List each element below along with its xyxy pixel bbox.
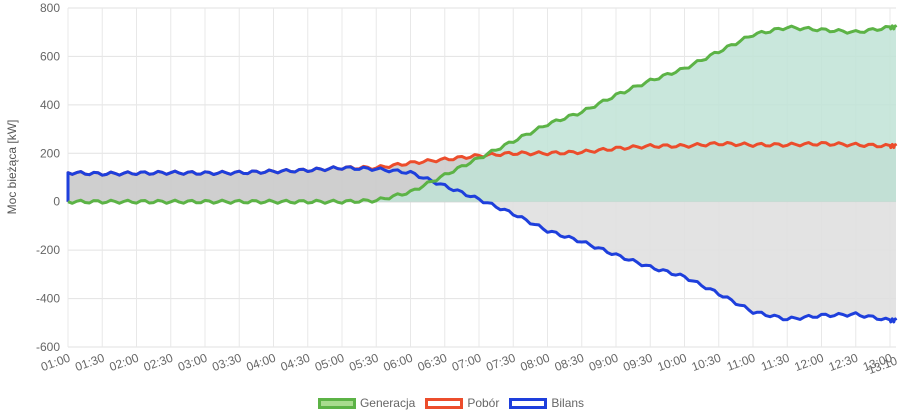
x-tick-label: 04:00	[245, 351, 278, 375]
line-bilans	[66, 165, 898, 324]
x-tick-label: 04:30	[279, 351, 312, 375]
series-lines	[66, 24, 898, 324]
x-tick-label: 12:30	[827, 351, 860, 375]
y-tick-label: 800	[40, 1, 60, 15]
y-axis-label: Moc bieżąca [kW]	[5, 120, 19, 215]
x-tick-label: 09:00	[587, 351, 620, 375]
x-tick-label: 07:00	[450, 351, 483, 375]
x-tick-label: 11:00	[725, 351, 757, 374]
x-tick-label: 01:00	[39, 351, 72, 375]
x-tick-label: 03:00	[176, 351, 209, 375]
x-tick-label: 10:00	[656, 351, 689, 375]
y-tick-label: -600	[36, 340, 60, 354]
x-tick-label: 09:30	[621, 351, 654, 375]
area-bilans	[68, 166, 896, 322]
legend-item-pobór[interactable]: Pobór	[425, 396, 499, 410]
y-tick-label: -200	[36, 243, 60, 257]
legend-item-generacja[interactable]: Generacja	[317, 396, 416, 410]
x-tick-label: 11:30	[759, 351, 791, 374]
x-tick-label: 01:30	[73, 351, 106, 375]
series-areas	[68, 25, 896, 322]
legend-label: Generacja	[359, 396, 416, 410]
line-generacja	[67, 24, 898, 205]
x-tick-label: 06:00	[382, 351, 415, 375]
x-tick-label: 08:30	[553, 351, 586, 375]
x-tick-label: 12:00	[793, 351, 826, 375]
legend-swatch	[425, 397, 464, 409]
x-tick-label: 05:00	[313, 351, 346, 375]
y-tick-label: -400	[36, 292, 60, 306]
x-tick-labels: 01:00 01:30 02:00 02:30 03:00 03:30 04:00 04:30…	[39, 351, 899, 378]
y-tick-label: 400	[40, 98, 60, 112]
legend-label: Bilans	[551, 396, 585, 410]
x-tick-label: 02:00	[108, 351, 141, 375]
area-generacja	[68, 25, 896, 204]
legend: Generacja Pobór Bilans	[0, 396, 902, 410]
y-tick-label: 200	[40, 146, 60, 160]
legend-swatch	[509, 397, 548, 409]
legend-swatch	[317, 397, 356, 409]
x-tick-label: 05:30	[347, 351, 380, 375]
x-tick-label: 10:30	[690, 351, 723, 375]
legend-label: Pobór	[467, 396, 500, 410]
y-tick-label: 0	[53, 195, 60, 209]
y-tick-labels: 800 600 400 200 0 -200 -400 -600	[36, 1, 60, 354]
x-tick-label: 02:30	[142, 351, 175, 375]
x-tick-label: 06:30	[416, 351, 449, 375]
x-tick-label: 08:00	[519, 351, 552, 375]
legend-item-bilans[interactable]: Bilans	[509, 396, 584, 410]
x-tick-label: 03:30	[210, 351, 243, 375]
x-tick-label: 07:30	[484, 351, 517, 375]
y-tick-label: 600	[40, 49, 60, 63]
